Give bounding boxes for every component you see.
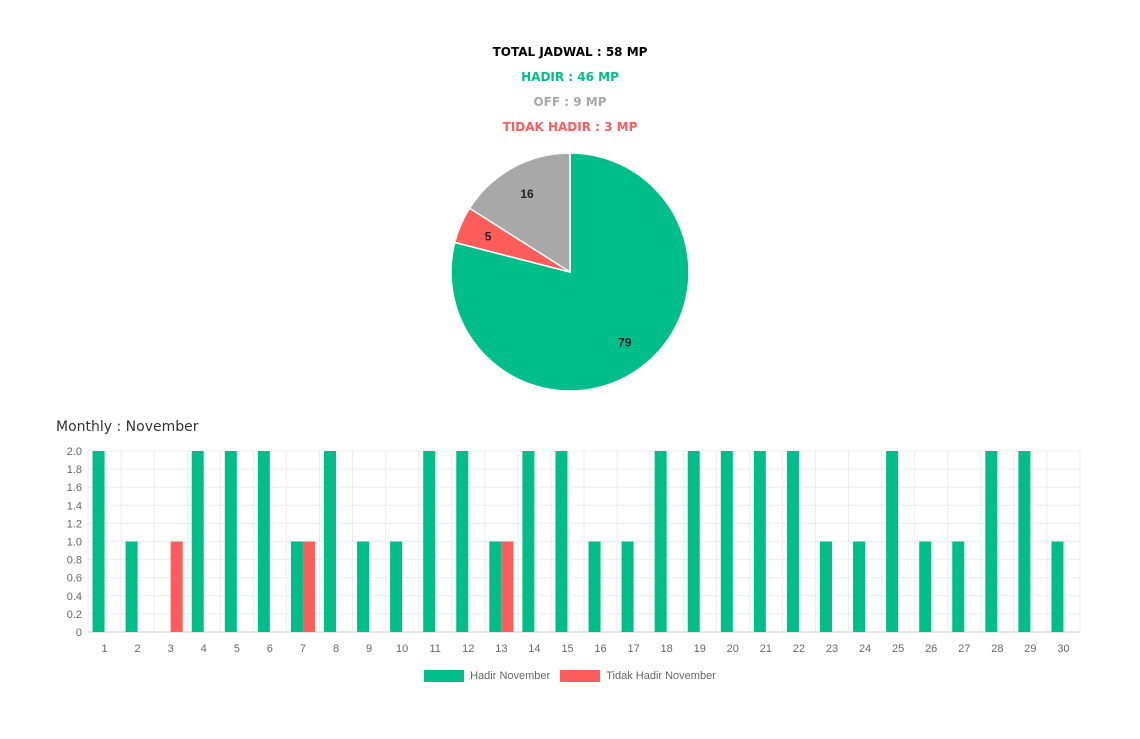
x-tick-label: 24 [859, 643, 871, 655]
x-tick-label: 4 [201, 643, 207, 655]
x-tick-label: 8 [333, 643, 339, 655]
bar-hadir-day-13[interactable] [489, 541, 502, 633]
y-tick-label: 0.8 [67, 555, 82, 567]
bar-hadir-day-26[interactable] [919, 541, 932, 633]
y-tick-label: 1.8 [67, 464, 82, 476]
bar-hadir-day-25[interactable] [886, 451, 899, 632]
bar-chart-legend: Hadir November Tidak Hadir November [0, 670, 1140, 682]
x-tick-label: 29 [1024, 643, 1036, 655]
bar-hadir-day-23[interactable] [820, 541, 832, 633]
bar-hadir-day-20[interactable] [720, 451, 733, 632]
bar-tidak-hadir-day-3[interactable] [170, 541, 183, 633]
x-tick-label: 22 [793, 643, 805, 655]
x-tick-label: 2 [135, 643, 141, 655]
bar-hadir-day-21[interactable] [753, 451, 766, 632]
legend-item-tidak-hadir[interactable]: Tidak Hadir November [560, 670, 716, 682]
y-tick-label: 0.6 [67, 573, 82, 585]
bar-hadir-day-16[interactable] [588, 541, 601, 633]
x-tick-label: 1 [101, 643, 107, 655]
x-tick-label: 17 [627, 643, 639, 655]
bar-hadir-day-2[interactable] [125, 541, 138, 633]
x-tick-label: 28 [991, 643, 1003, 655]
y-tick-label: 0.2 [67, 609, 82, 621]
x-tick-label: 14 [528, 643, 540, 655]
pie-label-tidak-hadir: 5 [485, 230, 492, 244]
x-tick-label: 19 [694, 643, 706, 655]
x-tick-label: 30 [1057, 643, 1069, 655]
bar-hadir-day-24[interactable] [853, 541, 866, 633]
bar-tidak-hadir-day-7[interactable] [302, 541, 315, 633]
x-tick-label: 6 [267, 643, 273, 655]
pie-label-hadir: 79 [618, 336, 632, 350]
x-tick-label: 18 [661, 643, 673, 655]
bar-hadir-day-4[interactable] [191, 451, 204, 632]
absent-label: TIDAK HADIR : 3 MP [502, 120, 638, 134]
y-tick-label: 0.4 [67, 591, 82, 603]
y-tick-label: 1.4 [67, 500, 82, 512]
bar-hadir-day-10[interactable] [390, 541, 403, 633]
pie-label-off: 16 [520, 187, 534, 201]
bar-hadir-day-15[interactable] [555, 451, 568, 632]
x-tick-label: 20 [727, 643, 739, 655]
x-tick-label: 23 [826, 643, 838, 655]
x-tick-label: 5 [234, 643, 240, 655]
legend-swatch-hadir [424, 670, 465, 682]
x-tick-label: 27 [958, 643, 970, 655]
bar-hadir-day-9[interactable] [357, 541, 370, 633]
bar-hadir-day-18[interactable] [654, 451, 667, 632]
bar-hadir-day-1[interactable] [92, 451, 105, 632]
y-tick-label: 0 [76, 627, 82, 639]
total-schedule-label: TOTAL JADWAL : 58 MP [492, 45, 648, 59]
legend-label-tidak-hadir: Tidak Hadir November [606, 670, 716, 682]
x-tick-label: 25 [892, 643, 904, 655]
bar-hadir-day-11[interactable] [423, 451, 436, 632]
attendance-pie-chart: 79 5 16 [450, 152, 690, 392]
attendance-summary: TOTAL JADWAL : 58 MP HADIR : 46 MP OFF :… [0, 44, 1140, 144]
bar-hadir-day-14[interactable] [522, 451, 535, 632]
bar-hadir-day-12[interactable] [456, 451, 469, 632]
bar-hadir-day-8[interactable] [324, 451, 336, 632]
x-tick-label: 15 [561, 643, 573, 655]
x-tick-label: 3 [168, 643, 174, 655]
x-tick-label: 7 [300, 643, 306, 655]
present-label: HADIR : 46 MP [521, 70, 619, 84]
y-tick-label: 2.0 [67, 446, 82, 458]
y-tick-label: 1.6 [67, 482, 82, 494]
legend-swatch-tidak-hadir [560, 670, 601, 682]
x-tick-label: 13 [495, 643, 507, 655]
bar-tidak-hadir-day-13[interactable] [501, 541, 514, 633]
x-tick-label: 16 [594, 643, 606, 655]
bar-hadir-day-6[interactable] [257, 451, 270, 632]
x-tick-label: 11 [429, 643, 440, 655]
legend-item-hadir[interactable]: Hadir November [424, 670, 550, 682]
bar-hadir-day-5[interactable] [224, 451, 237, 632]
bar-hadir-day-27[interactable] [952, 541, 965, 633]
x-tick-label: 9 [366, 643, 372, 655]
bar-hadir-day-29[interactable] [1018, 451, 1031, 632]
x-tick-label: 12 [462, 643, 474, 655]
bar-hadir-day-7[interactable] [290, 541, 303, 633]
monthly-bar-chart: 00.20.40.60.81.01.21.41.61.82.01 2 3 4 5 6 7 8 9… [67, 446, 1081, 655]
x-tick-label: 26 [925, 643, 937, 655]
pie-slice-off[interactable] [468, 152, 571, 274]
bar-hadir-day-19[interactable] [687, 451, 700, 632]
y-tick-label: 1.0 [67, 537, 82, 549]
x-tick-label: 10 [396, 643, 408, 655]
bar-hadir-day-17[interactable] [621, 541, 634, 633]
y-tick-label: 1.2 [67, 518, 82, 530]
bar-hadir-day-30[interactable] [1051, 541, 1064, 633]
bar-hadir-day-28[interactable] [985, 451, 998, 632]
x-tick-label: 21 [760, 643, 772, 655]
bar-hadir-day-22[interactable] [786, 451, 799, 632]
off-label: OFF : 9 MP [533, 95, 607, 109]
monthly-chart-title: Monthly : November [56, 419, 199, 435]
legend-label-hadir: Hadir November [470, 670, 551, 682]
